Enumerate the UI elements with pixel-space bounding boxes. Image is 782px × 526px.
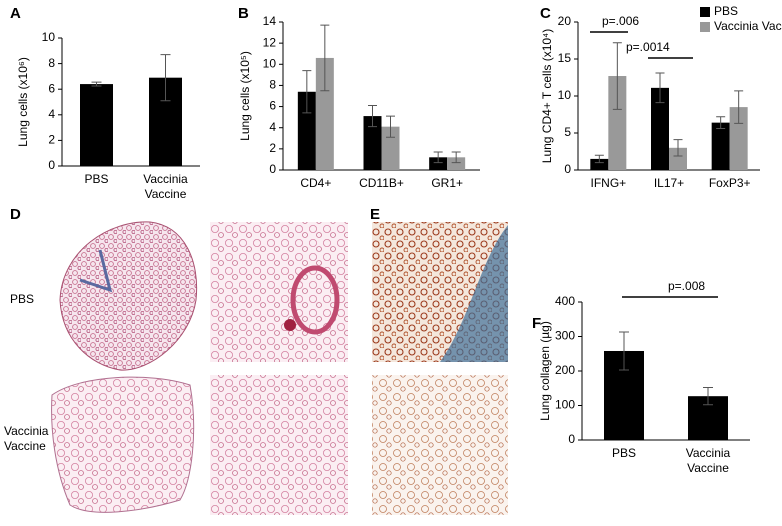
y-tick-label: 0 bbox=[568, 432, 575, 446]
y-tick-label: 2 bbox=[48, 133, 55, 147]
y-axis-label: Lung cells (x10⁵) bbox=[238, 51, 252, 141]
x-tick-label: CD4+ bbox=[300, 176, 331, 190]
y-tick-label: 5 bbox=[564, 125, 571, 139]
error-bar bbox=[703, 387, 713, 406]
bar bbox=[729, 107, 748, 170]
panel-label: E bbox=[370, 206, 380, 223]
vessel bbox=[284, 319, 296, 331]
y-tick-label: 0 bbox=[269, 162, 276, 176]
y-tick-label: 20 bbox=[558, 14, 572, 28]
y-tick-label: 6 bbox=[269, 99, 276, 113]
y-tick-label: 10 bbox=[558, 88, 572, 102]
collagen bbox=[440, 225, 508, 362]
y-tick-label: 10 bbox=[263, 56, 277, 70]
x-tick-label: PBS bbox=[612, 446, 636, 460]
row-label: PBS bbox=[10, 292, 34, 306]
y-tick-label: 8 bbox=[269, 78, 276, 92]
y-tick-label: 15 bbox=[558, 51, 572, 65]
y-tick-label: 10 bbox=[42, 30, 56, 44]
panel-label: C bbox=[540, 5, 551, 22]
bar bbox=[429, 157, 448, 170]
bar bbox=[711, 122, 730, 170]
histology-images bbox=[51, 221, 508, 515]
row-label: Vaccinia Vaccine bbox=[4, 424, 49, 453]
error-bar bbox=[386, 115, 395, 138]
y-tick-label: 100 bbox=[555, 398, 575, 412]
y-tick-label: 400 bbox=[555, 294, 575, 308]
y-axis-label: Lung collagen (µg) bbox=[538, 321, 552, 421]
y-axis-label: Lung CD4+ T cells (x10⁴) bbox=[540, 29, 554, 163]
panel-label: B bbox=[238, 5, 249, 22]
error-bar bbox=[619, 331, 629, 371]
error-bar bbox=[302, 70, 312, 114]
error-bar bbox=[433, 151, 443, 164]
error-bar bbox=[734, 90, 744, 124]
error-bar bbox=[368, 105, 377, 128]
x-tick-label: PBS bbox=[84, 172, 108, 186]
lung-section bbox=[372, 375, 508, 515]
panel-label: F bbox=[532, 315, 541, 332]
bar bbox=[80, 84, 113, 166]
legend-swatch bbox=[700, 22, 710, 32]
bar bbox=[608, 76, 627, 170]
error-bar bbox=[673, 139, 683, 157]
error-bar bbox=[91, 81, 102, 87]
error-bar bbox=[594, 154, 604, 164]
lung-section bbox=[51, 376, 195, 513]
bar bbox=[590, 158, 609, 170]
annotation: p=.0014 bbox=[626, 40, 670, 54]
y-tick-label: 4 bbox=[48, 107, 55, 121]
y-tick-label: 4 bbox=[269, 120, 276, 134]
bar bbox=[315, 57, 334, 170]
error-bar bbox=[320, 24, 330, 92]
y-tick-label: 300 bbox=[555, 329, 575, 343]
legend-swatch bbox=[700, 7, 710, 17]
panel-label: D bbox=[10, 206, 21, 223]
y-tick-label: 0 bbox=[564, 162, 571, 176]
error-bar bbox=[160, 54, 171, 102]
annotation: p=.006 bbox=[602, 14, 639, 28]
y-tick-label: 200 bbox=[555, 363, 575, 377]
lung-section bbox=[210, 375, 348, 515]
y-tick-label: 0 bbox=[48, 158, 55, 172]
x-tick-label: IL17+ bbox=[654, 176, 684, 190]
panel-label: A bbox=[10, 5, 21, 22]
x-tick-label: FoxP3+ bbox=[709, 176, 751, 190]
lung-section bbox=[210, 222, 348, 362]
bar bbox=[297, 91, 316, 170]
annotation: p=.008 bbox=[668, 279, 705, 293]
x-tick-label: Vaccinia Vaccine bbox=[686, 446, 731, 475]
x-tick-label: CD11B+ bbox=[359, 176, 404, 190]
x-tick-label: IFNG+ bbox=[590, 176, 626, 190]
error-bar bbox=[655, 72, 665, 104]
error-bar bbox=[451, 151, 461, 164]
legend-label: Vaccinia Vaccine bbox=[714, 19, 782, 33]
x-tick-label: GR1+ bbox=[431, 176, 463, 190]
y-axis-label: Lung cells (x10⁶) bbox=[16, 57, 30, 147]
error-bar bbox=[716, 116, 726, 130]
y-tick-label: 6 bbox=[48, 81, 55, 95]
bar bbox=[447, 157, 466, 170]
vessel bbox=[290, 265, 340, 335]
y-tick-label: 2 bbox=[269, 141, 276, 155]
y-tick-label: 8 bbox=[48, 56, 55, 70]
bar bbox=[669, 147, 687, 170]
lung-section bbox=[59, 221, 198, 371]
legend-label: PBS bbox=[714, 4, 738, 18]
x-tick-label: Vaccinia Vaccine bbox=[143, 172, 188, 201]
y-tick-label: 14 bbox=[263, 14, 277, 28]
bar bbox=[651, 87, 669, 170]
error-bar bbox=[612, 42, 622, 110]
bar bbox=[363, 116, 382, 170]
vessel bbox=[79, 249, 113, 293]
y-tick-label: 12 bbox=[263, 35, 277, 49]
